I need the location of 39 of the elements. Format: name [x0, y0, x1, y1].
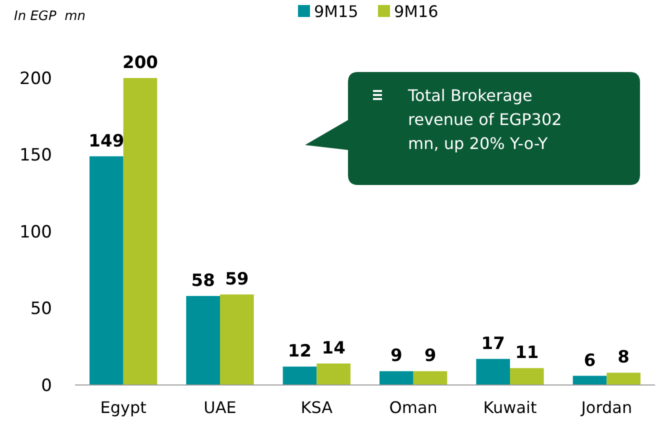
bar [476, 358, 510, 385]
bar [282, 366, 317, 385]
data-label: 9 [424, 346, 436, 366]
bar [220, 294, 254, 385]
x-tick-label: Oman [389, 398, 438, 417]
bar [380, 371, 414, 385]
data-label: 9 [390, 346, 402, 366]
data-label: 6 [584, 350, 596, 371]
data-label: 14 [322, 338, 346, 359]
y-axis-title: In EGP mn [14, 9, 86, 24]
y-tick-label: 0 [41, 376, 52, 396]
x-tick-label: Kuwait [483, 398, 537, 417]
annotation: Total Brokerage revenue of EGP302 mn, up 20% Y-o-Y [407, 86, 562, 153]
data-label: 17 [481, 334, 505, 354]
data-label: 59 [225, 269, 249, 290]
x-tick-label: Jordan [580, 398, 632, 417]
legend-label: 9M15 [314, 2, 358, 21]
legend-label: 9M16 [394, 2, 438, 21]
y-tick-label: 150 [20, 146, 52, 166]
bar [316, 364, 350, 385]
x-tick-label: Egypt [100, 398, 146, 417]
data-label: 200 [122, 53, 158, 73]
y-tick-label: 50 [30, 299, 52, 320]
x-tick-label: KSA [300, 398, 333, 417]
y-tick-label: 100 [20, 222, 52, 242]
bar [510, 368, 544, 385]
bar [606, 372, 640, 385]
bar [572, 376, 607, 385]
bar [90, 156, 124, 385]
data-label: 149 [88, 131, 124, 152]
data-label: 11 [515, 343, 539, 364]
x-tick-label: UAE [204, 398, 236, 417]
bar [186, 296, 220, 385]
data-label: 58 [191, 270, 215, 291]
y-tick-label: 200 [20, 68, 52, 89]
data-label: 12 [288, 342, 312, 362]
bar [413, 371, 448, 385]
data-label: 8 [618, 348, 630, 368]
bar [123, 78, 158, 385]
